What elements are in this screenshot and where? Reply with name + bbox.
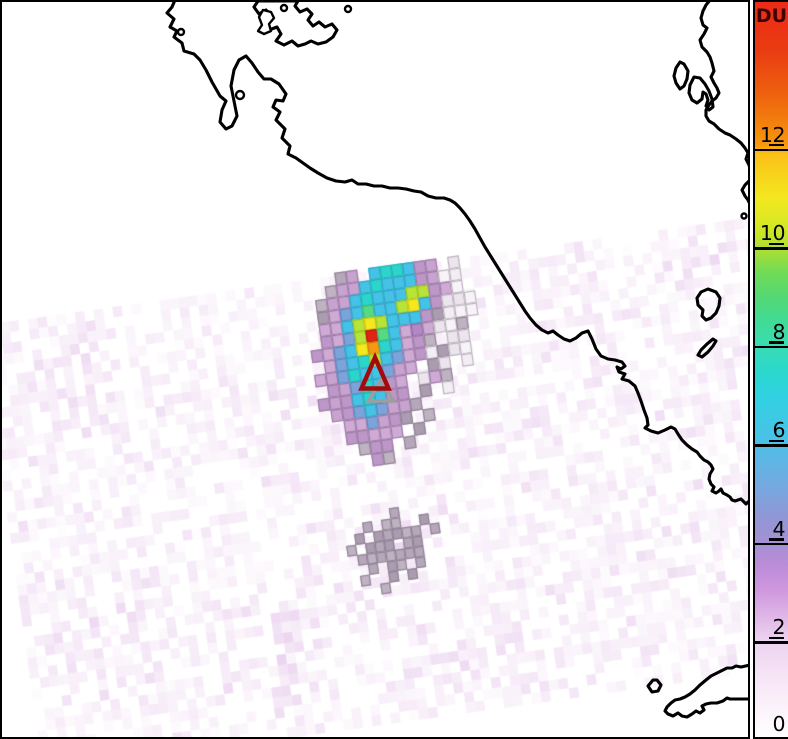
colorbar: 0 2 4 6 8 10 12 DU <box>753 0 788 739</box>
colorbar-unit-label: DU <box>755 5 788 27</box>
coastline-paths <box>165 0 750 719</box>
volcano-triangle-marker <box>358 351 392 391</box>
colorbar-segment-line <box>755 641 788 644</box>
colorbar-tick-mark <box>769 636 784 640</box>
colorbar-segment-line <box>755 542 788 546</box>
colorbar-segment-line <box>755 247 788 250</box>
colorbar-tick-label: 8 <box>772 319 785 344</box>
islet-ring <box>176 27 186 37</box>
islet-ring <box>279 3 289 13</box>
coastline-island-diamond <box>646 678 663 694</box>
colorbar-segment-line <box>755 345 788 349</box>
colorbar-segment-line <box>755 148 788 151</box>
colorbar-tick-mark <box>769 242 784 246</box>
coastline-overlay <box>165 0 750 719</box>
colorbar-tick-label: 2 <box>772 615 785 640</box>
islet-ring <box>234 89 246 101</box>
coastline-island-crescent <box>696 337 718 359</box>
coastline-island-round <box>695 287 722 322</box>
colorbar-tick-label: 4 <box>772 516 785 541</box>
islet-ring <box>740 212 748 220</box>
coastline-right-coast-2 <box>740 178 750 206</box>
colorbar-tick-label: 10 <box>759 221 786 246</box>
coastline-right-coast <box>698 0 750 171</box>
colorbar-tick-mark <box>769 538 784 541</box>
colorbar-tick-mark <box>769 341 784 344</box>
volcano-markers <box>358 351 397 403</box>
colorbar-tick-label: 6 <box>772 418 785 443</box>
colorbar-segment-line <box>755 444 788 447</box>
so2-raster-layer <box>0 0 750 739</box>
coastline-south-peninsula <box>663 663 750 719</box>
islet-ring <box>343 4 353 14</box>
coastline-island-mitten <box>687 75 715 112</box>
coastline-north-island-inner <box>256 8 276 36</box>
colorbar-tick-mark <box>769 439 784 443</box>
colorbar-tick-mark <box>769 144 784 147</box>
coastline-island-banana <box>672 60 690 91</box>
colorbar-tick-label: 12 <box>759 122 786 147</box>
coastline-main-coast <box>165 0 750 506</box>
map-canvas <box>0 0 750 739</box>
colorbar-tick-label: 0 <box>772 712 785 736</box>
colorbar-gradient <box>755 2 788 737</box>
